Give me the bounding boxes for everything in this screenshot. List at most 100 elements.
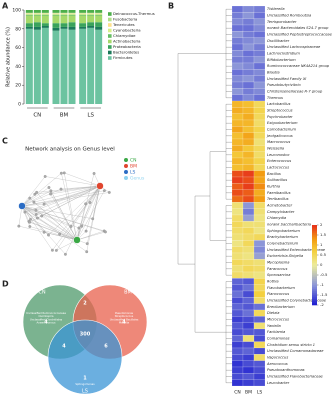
colorbar-segment	[312, 271, 317, 273]
bar-segment	[42, 10, 49, 13]
heatmap-cell	[254, 120, 265, 126]
row-label: Flavobacterium	[267, 286, 295, 290]
colorbar-segment	[312, 233, 317, 235]
genus-node	[29, 218, 32, 221]
heatmap-cell	[232, 335, 243, 341]
row-label: Oscillibacter	[267, 39, 290, 43]
row-label: Weissella	[267, 147, 284, 151]
colorbar-segment	[312, 243, 317, 245]
bar-segment	[79, 10, 86, 13]
bar-segment	[61, 14, 68, 15]
network-edge	[19, 226, 77, 240]
row-label: Unclassified Romboutsia	[267, 14, 311, 18]
heatmap-cell	[254, 19, 265, 25]
row-label: Sporosarcina	[267, 273, 290, 277]
row-label: Escherichia-Shigella	[267, 254, 303, 258]
heatmap-cell	[243, 82, 254, 88]
heatmap-cell	[254, 6, 265, 12]
bar-segment	[61, 23, 68, 27]
heatmap-cell	[254, 95, 265, 101]
heatmap-cell	[232, 196, 243, 202]
bar-segment	[79, 23, 86, 27]
region-count: 1	[83, 376, 87, 382]
heatmap-cell	[232, 38, 243, 44]
heatmap-cell	[254, 259, 265, 265]
colorbar-segment	[312, 289, 317, 291]
heatmap-cell	[254, 234, 265, 240]
bar-segment	[61, 29, 68, 104]
heatmap-cell	[243, 259, 254, 265]
row-label: Christensenellaceae R-7 group	[267, 90, 323, 94]
heatmap-cell	[254, 50, 265, 56]
colorbar-segment	[312, 257, 317, 259]
bar-segment	[34, 14, 41, 15]
heatmap-cell	[254, 114, 265, 120]
heatmap-cell	[243, 88, 254, 94]
row-label: Aerococcus	[266, 362, 288, 366]
panel-label: A	[2, 2, 9, 11]
legend-label: Fusobacteria	[113, 17, 137, 22]
heatmap-cell	[232, 95, 243, 101]
bar-segment	[69, 27, 76, 30]
colorbar-segment	[312, 291, 317, 293]
heatmap-cell	[232, 361, 243, 367]
row-label: Terribacillus	[267, 197, 289, 201]
row-label: Paenibacillus	[267, 191, 291, 195]
genus-node	[49, 193, 52, 196]
row-label: Campylobacter	[267, 210, 295, 214]
colorbar-tick-label: 1	[320, 242, 323, 247]
heatmap-cell	[243, 139, 254, 145]
genus-node	[48, 186, 51, 189]
row-label: Sphingobacterium	[267, 229, 300, 233]
bar-segment	[53, 14, 60, 15]
bar-segment	[26, 16, 33, 24]
heatmap-cell	[254, 145, 265, 151]
network-edge	[30, 222, 77, 240]
heatmap-cell	[243, 215, 254, 221]
bar-segment	[95, 15, 102, 16]
colorbar-tick-label: 0.5	[320, 252, 327, 257]
genus-node	[24, 211, 27, 214]
bar-segment	[87, 15, 94, 16]
heatmap-cell	[243, 316, 254, 322]
heatmap-cell	[243, 76, 254, 82]
heatmap-cell	[254, 101, 265, 107]
heatmap-cell	[254, 266, 265, 272]
column-label: BM	[245, 390, 252, 396]
legend-label: Bacteroidetes	[113, 50, 139, 55]
row-label: Unclassified Flavobacteriaceae	[267, 375, 324, 379]
row-label: Facklamia	[267, 330, 285, 334]
heatmap-cell	[232, 164, 243, 170]
heatmap-cell	[243, 171, 254, 177]
heatmap-cell	[243, 107, 254, 113]
heatmap-cell	[243, 177, 254, 183]
row-label: Solibacillus	[267, 178, 287, 182]
heatmap-cell	[254, 323, 265, 329]
bar-segment	[61, 15, 68, 16]
heatmap-cell	[254, 25, 265, 31]
heatmap-cell	[243, 6, 254, 12]
group-label: BM	[60, 113, 69, 119]
region-count: 2	[83, 301, 87, 307]
row-label: Ruminococcaceae NK4A214 group	[267, 64, 330, 68]
group-node	[74, 237, 81, 244]
colorbar-segment	[312, 297, 317, 299]
row-label: norank Bacteroidales S24-7 group	[267, 26, 329, 30]
genus-node	[64, 253, 67, 256]
legend-marker	[124, 170, 128, 174]
region-count: 6	[104, 344, 108, 350]
heatmap-cell	[254, 133, 265, 139]
row-label: Acinetobacter	[266, 204, 293, 208]
heatmap-cell	[254, 164, 265, 170]
bar-segment	[34, 22, 41, 27]
colorbar-tick-label: 2	[320, 222, 323, 227]
colorbar-segment	[312, 293, 317, 295]
heatmap-cell	[232, 209, 243, 215]
genus-node	[28, 221, 31, 224]
heatmap-cell	[254, 285, 265, 291]
panel-label: D	[2, 280, 9, 289]
row-label: Leuconostoc	[267, 153, 290, 157]
heatmap-cell	[243, 158, 254, 164]
heatmap-cell	[232, 221, 243, 227]
row-label: Chlamydia	[267, 216, 286, 220]
